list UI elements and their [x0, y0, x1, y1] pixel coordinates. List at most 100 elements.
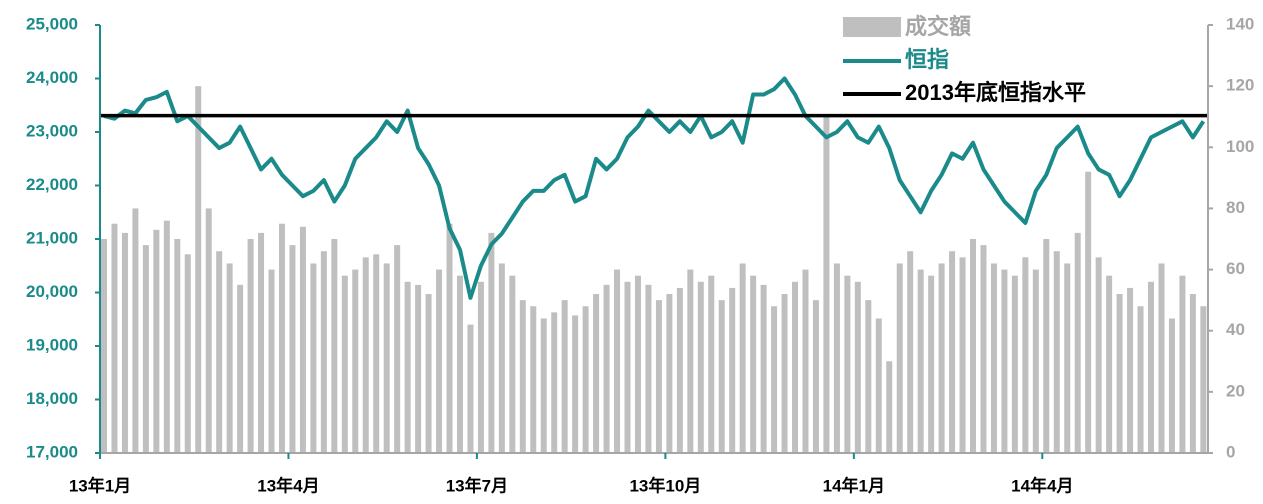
bar: [1148, 281, 1154, 453]
bar: [928, 275, 935, 453]
bar: [614, 269, 621, 453]
bar: [1127, 287, 1134, 453]
bar: [990, 263, 997, 453]
bar: [697, 281, 704, 453]
bar: [519, 300, 526, 453]
bar: [750, 275, 757, 453]
bar: [718, 300, 725, 453]
bar: [373, 254, 380, 453]
bar: [436, 269, 443, 453]
bar: [1106, 275, 1113, 453]
bar: [320, 251, 327, 453]
bar: [760, 284, 767, 453]
bar: [802, 269, 809, 453]
bar: [582, 306, 589, 453]
bar: [1001, 269, 1008, 453]
y-tick-label: 18,000: [26, 389, 78, 408]
bar: [331, 239, 338, 453]
bar: [624, 281, 631, 453]
bar: [111, 223, 118, 453]
bar: [687, 269, 694, 453]
bar: [1158, 263, 1165, 453]
bar: [1032, 269, 1039, 453]
bar: [739, 263, 746, 453]
bar: [1189, 294, 1196, 453]
bar: [1200, 306, 1207, 453]
bar: [446, 223, 453, 453]
bar: [561, 300, 568, 453]
bar: [781, 294, 788, 453]
bar: [530, 306, 537, 453]
bar: [645, 284, 652, 453]
bar: [184, 254, 191, 453]
bar: [394, 245, 401, 453]
bar: [509, 275, 516, 453]
bar: [540, 318, 547, 453]
bar: [1074, 232, 1081, 453]
bar: [666, 294, 673, 453]
bar: [1064, 263, 1071, 453]
bar: [142, 245, 149, 453]
y2-tick-label: 20: [1226, 381, 1245, 400]
bar: [1022, 257, 1029, 453]
bar: [896, 263, 903, 453]
bar: [1137, 306, 1144, 453]
legend-label: 成交額: [905, 14, 971, 39]
bar: [655, 300, 662, 453]
bar: [875, 318, 882, 453]
bar: [258, 232, 265, 453]
y-tick-label: 19,000: [26, 335, 78, 354]
y-tick-label: 17,000: [26, 442, 78, 461]
bar: [488, 232, 495, 453]
bar: [163, 220, 170, 453]
bar: [467, 324, 474, 453]
bar: [1085, 171, 1092, 453]
bar: [1053, 251, 1060, 453]
bar: [1168, 318, 1175, 453]
bar: [917, 269, 924, 453]
bar: [1179, 275, 1186, 453]
bar: [425, 294, 432, 453]
y-tick-label: 25,000: [26, 14, 78, 33]
y2-tick-label: 40: [1226, 320, 1245, 339]
bar: [121, 232, 128, 453]
bar: [278, 223, 285, 453]
bar: [729, 287, 736, 453]
bar: [404, 281, 411, 453]
y-tick-label: 20,000: [26, 282, 78, 301]
bar: [1116, 294, 1123, 453]
bar: [174, 239, 181, 453]
bar: [854, 281, 861, 453]
bar: [771, 306, 778, 453]
bar: [949, 251, 956, 453]
bar: [634, 275, 641, 453]
bar: [593, 294, 600, 453]
bar: [1043, 239, 1050, 453]
y2-tick-label: 100: [1226, 137, 1254, 156]
bar: [153, 229, 160, 453]
bar: [603, 284, 610, 453]
bar: [551, 312, 558, 453]
bar: [352, 269, 359, 453]
bar: [341, 275, 348, 453]
bar: [844, 275, 851, 453]
x-tick-label: 13年4月: [257, 475, 319, 495]
bar: [708, 275, 715, 453]
bar: [792, 281, 799, 453]
bar: [1095, 257, 1102, 453]
bar: [268, 269, 275, 453]
bar: [216, 251, 223, 453]
bar: [970, 239, 977, 453]
x-tick-label: 14年1月: [823, 475, 885, 495]
bar: [1011, 275, 1018, 453]
legend-label: 恒指: [905, 47, 949, 72]
bar: [676, 287, 683, 453]
bar: [226, 263, 233, 453]
x-tick-label: 13年10月: [629, 475, 701, 495]
y2-tick-label: 60: [1226, 259, 1245, 278]
y2-tick-label: 120: [1226, 76, 1254, 95]
y-tick-label: 22,000: [26, 175, 78, 194]
bar: [938, 263, 945, 453]
y-tick-label: 23,000: [26, 121, 78, 140]
bar: [195, 86, 202, 454]
